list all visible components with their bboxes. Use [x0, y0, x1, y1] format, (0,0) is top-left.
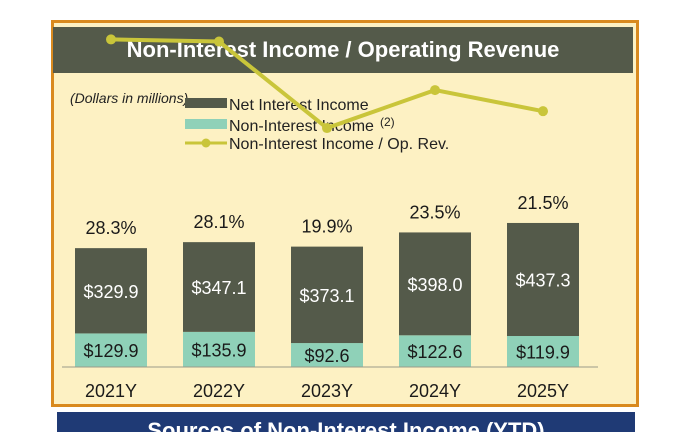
legend-swatch-non-interest: [185, 119, 227, 129]
bar-non-interest-2024Y: [399, 335, 471, 367]
data-label-ratio-2024Y: 23.5%: [409, 202, 460, 222]
data-label-non-interest-2023Y: $92.6: [304, 346, 349, 366]
data-label-ratio-2022Y: 28.1%: [193, 212, 244, 232]
data-label-non-interest-2024Y: $122.6: [407, 342, 462, 362]
bar-net-interest-2022Y: [183, 242, 255, 332]
bar-non-interest-2023Y: [291, 343, 363, 367]
data-label-ratio-2025Y: 21.5%: [517, 193, 568, 213]
bar-net-interest-2024Y: [399, 232, 471, 336]
x-tick-label-2025Y: 2025Y: [517, 381, 569, 401]
data-label-non-interest-2025Y: $119.9: [516, 343, 570, 363]
x-tick-label-2024Y: 2024Y: [409, 381, 461, 401]
data-label-net-interest-2021Y: $329.9: [83, 282, 138, 302]
bar-net-interest-2021Y: [75, 248, 147, 334]
bar-non-interest-2025Y: [507, 336, 579, 367]
ratio-point-2024Y: [430, 85, 440, 96]
x-tick-label-2022Y: 2022Y: [193, 381, 245, 401]
chart-title: Non-Interest Income / Operating Revenue: [53, 27, 633, 73]
legend-swatch-net-interest: [185, 98, 227, 108]
data-label-ratio-2021Y: 28.3%: [85, 218, 136, 238]
ratio-point-2021Y: [106, 34, 116, 45]
legend-marker-ratio: [201, 138, 211, 148]
ratio-line: [110, 37, 544, 131]
x-tick-label-2023Y: 2023Y: [301, 381, 353, 401]
bar-non-interest-2021Y: [75, 333, 147, 367]
data-label-net-interest-2023Y: $373.1: [299, 286, 354, 306]
data-label-net-interest-2024Y: $398.0: [407, 275, 462, 295]
ratio-point-2023Y: [322, 123, 332, 134]
bar-net-interest-2025Y: [507, 222, 579, 337]
ratio-point-2025Y: [538, 106, 548, 117]
legend-label-ratio: Non-Interest Income / Op. Rev.: [229, 136, 449, 153]
next-section-title: Sources of Non-Interest Income (YTD): [147, 418, 545, 432]
data-label-net-interest-2025Y: $437.3: [515, 270, 570, 290]
data-label-net-interest-2022Y: $347.1: [191, 278, 246, 298]
data-label-non-interest-2021Y: $129.9: [83, 341, 138, 361]
bar-net-interest-2023Y: [291, 246, 363, 344]
x-tick-label-2021Y: 2021Y: [85, 381, 137, 401]
unit-note: (Dollars in millions): [70, 90, 188, 106]
ratio-point-2022Y: [214, 36, 224, 47]
data-label-non-interest-2022Y: $135.9: [191, 340, 246, 360]
bar-non-interest-2022Y: [183, 331, 255, 367]
next-section-banner: Sources of Non-Interest Income (YTD): [57, 412, 635, 432]
legend-superscript: (2): [380, 115, 395, 129]
data-label-ratio-2023Y: 19.9%: [301, 217, 352, 237]
